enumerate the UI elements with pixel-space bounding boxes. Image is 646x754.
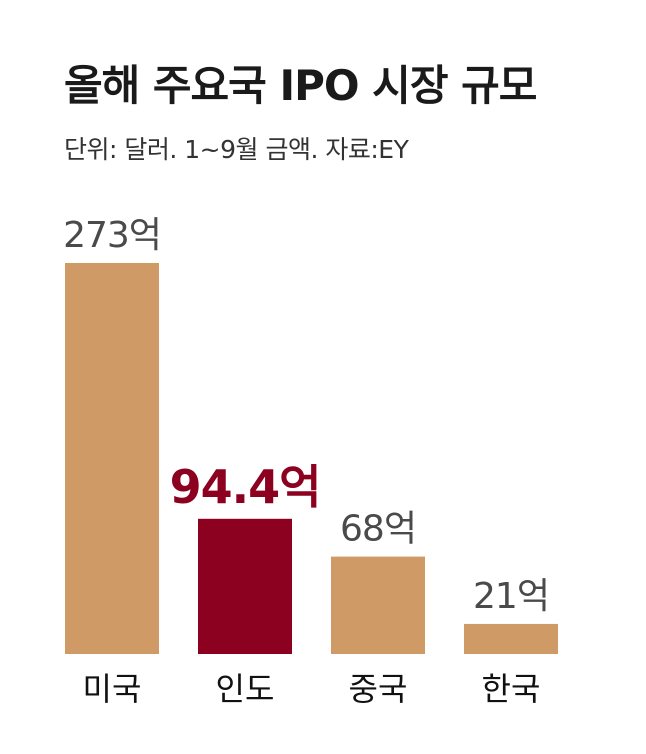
chart-subtitle: 단위: 달러. 1~9월 금액. 자료:EY [64,135,409,164]
category-label-3: 한국 [482,670,541,708]
bar-2 [331,556,425,654]
value-label-3: 21억 [473,576,549,617]
value-label-2: 68억 [340,509,416,550]
bar-1 [198,518,292,654]
category-label-0: 미국 [83,670,142,708]
category-label-2: 중국 [349,670,408,708]
category-label-1: 인도 [216,670,275,708]
value-label-1: 94.4억 [170,460,321,514]
chart-title: 올해 주요국 IPO 시장 규모 [64,61,537,110]
bar-3 [464,623,558,654]
value-label-0: 273억 [63,215,161,256]
bar-0 [65,263,159,654]
